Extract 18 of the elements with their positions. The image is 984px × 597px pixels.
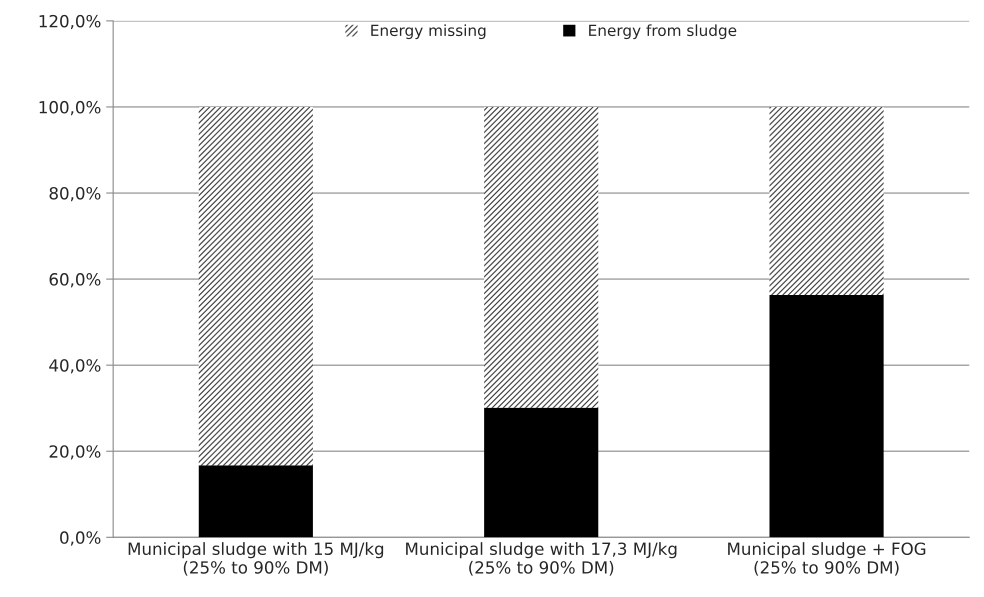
y-tick-label: 100,0% <box>40 100 100 116</box>
bar <box>198 465 313 538</box>
bar <box>484 408 598 538</box>
bar <box>769 106 884 296</box>
y-tick-label: 80,0% <box>50 186 100 202</box>
y-tick-label: 20,0% <box>50 445 100 460</box>
bar <box>484 106 598 408</box>
y-tick-label: 120,0% <box>40 14 100 30</box>
x-tick-label: Municipal sludge with 15 MJ/kg (25% to 90% DM) <box>128 542 384 576</box>
legend-label: Energy from sludge <box>589 24 736 40</box>
y-tick-label: 40,0% <box>49 359 100 374</box>
y-tick-label: 60,0% <box>50 273 100 288</box>
bar <box>198 106 313 466</box>
y-tick-label: 0,0% <box>60 531 100 546</box>
x-tick-label: Municipal sludge + FOG (25% to 90% DM) <box>728 542 926 576</box>
legend-label: Energy missing <box>371 24 486 40</box>
x-tick-label: Municipal sludge with 17,3 MJ/kg (25% to 90% DM) <box>406 542 676 576</box>
bar <box>769 295 884 538</box>
